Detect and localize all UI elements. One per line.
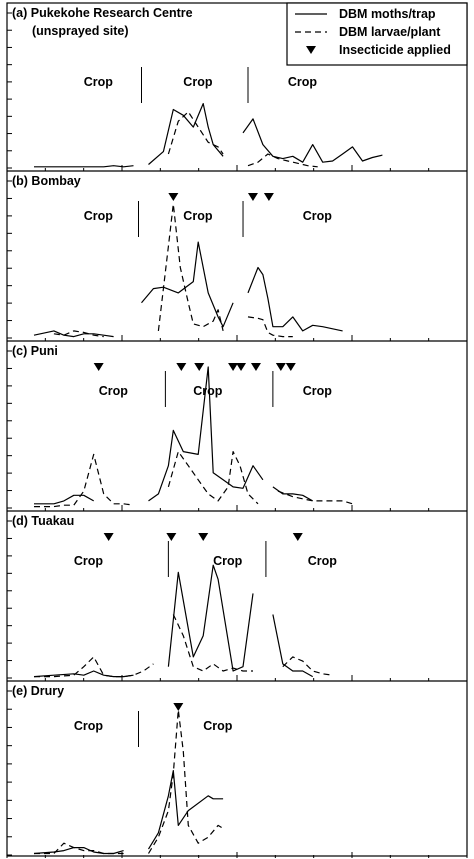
insecticide-marker [166,533,177,541]
insecticide-marker [236,363,247,371]
insecticide-marker [292,533,303,541]
series-moths-line [272,486,313,502]
panel-title: (d) Tuakau [12,514,74,528]
insecticide-marker [103,533,114,541]
panel-title: (a) Pukekohe Research Centre [12,6,193,20]
legend: DBM moths/trap DBM larvae/plant Insecticid… [286,2,468,66]
series-moths-line [148,103,224,165]
insecticide-marker [194,363,205,371]
insecticide-marker [247,193,258,201]
series-moths-line [34,494,94,505]
series-moths-line [272,614,313,678]
legend-box [286,2,468,66]
crop-label: Crop [84,75,114,89]
series-larvae-line [53,330,104,338]
insecticide-marker [198,533,209,541]
legend-label: DBM larvae/plant [339,25,441,39]
series-moths-line [242,118,383,163]
insecticide-marker [228,363,239,371]
crop-label: Crop [84,209,114,223]
panel-1: (a) Pukekohe Research Centre (unsprayed s… [6,6,468,171]
legend-swatch-marker [306,46,316,54]
insecticide-marker [285,363,296,371]
series-larvae-line [247,153,318,168]
insecticide-marker [173,703,184,711]
crop-label: Crop [308,554,338,568]
series-moths-line [141,241,234,328]
crop-label: Crop [183,209,213,223]
panel-title: (e) Drury [12,684,64,698]
crop-label: Crop [288,75,318,89]
insecticide-marker [93,363,104,371]
legend-label: Insecticide applied [339,43,451,57]
insecticide-marker [250,363,261,371]
series-moths-line [167,564,254,672]
series-larvae-line [157,203,224,332]
insecticide-marker [275,363,286,371]
insecticide-marker [176,363,187,371]
crop-label: Crop [303,209,333,223]
legend-label: DBM moths/trap [339,7,436,21]
series-larvae-line [277,490,353,505]
panel-title: (b) Bombay [12,174,81,188]
insecticide-marker [168,193,179,201]
panel-title: (c) Puni [12,344,58,358]
crop-label: Crop [183,75,213,89]
panel-subtitle: (unsprayed site) [32,24,129,38]
series-larvae-line [282,656,333,676]
insecticide-marker [263,193,274,201]
panel-2: (b) Bombay Crop Crop Crop [6,170,468,341]
crop-label: Crop [203,719,233,733]
crop-label: Crop [74,719,104,733]
series-moths-line [33,670,134,678]
crop-label: Crop [303,384,333,398]
panel-5: (e) Drury Crop Crop [6,680,468,858]
series-moths-line [34,165,134,168]
series-larvae-line [34,842,124,855]
panel-3: (c) Puni Crop Crop Crop [6,340,468,511]
crop-label: Crop [193,384,223,398]
crop-label: Crop [74,554,104,568]
series-larvae-line [147,709,224,854]
crop-label: Crop [213,554,243,568]
series-moths-line [247,266,343,332]
series-larvae-line [167,111,224,155]
panel-4: (d) Tuakau Crop Crop Crop [6,510,468,681]
series-larvae-line [167,451,259,505]
series-moths-line [33,330,114,338]
series-larvae-line [34,453,134,508]
series-larvae-line [247,316,293,338]
series-larvae-line [34,656,154,678]
series-moths-line [148,366,264,502]
series-moths-line [147,770,224,850]
series-larvae-line [172,614,253,672]
crop-label: Crop [99,384,129,398]
